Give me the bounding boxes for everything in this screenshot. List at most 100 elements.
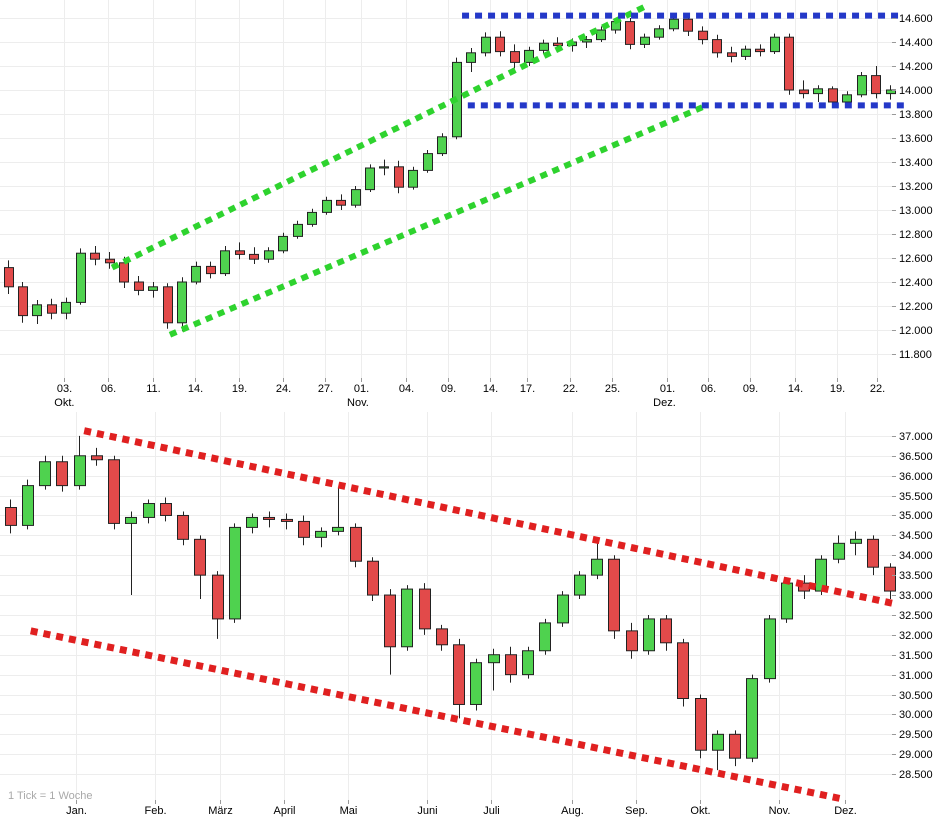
candle-down [108,459,120,524]
candle-down [47,304,57,314]
candle-up [557,594,569,624]
price-axis-label: 14.600 [899,13,933,25]
upper-candlestick-chart: 14.600 14.400 14.200 14.000 13.800 13.600 13.4… [0,0,941,412]
candle-down [626,630,638,652]
candle-down [505,654,517,676]
candle-up [220,250,230,275]
candle-down [436,628,448,646]
price-axis-label: 37.000 [899,431,933,443]
date-axis-label: 03. [57,383,72,395]
candle-up [643,618,655,652]
candle-down [263,516,275,520]
candle-down [495,36,505,53]
date-axis-label: 14. [483,383,498,395]
price-axis-label: 31.000 [899,670,933,682]
candle-up [322,199,332,213]
candle-down [4,267,14,288]
price-axis-label: 32.500 [899,610,933,622]
candle-up [191,265,201,283]
price-axis-label: 29.000 [899,749,933,761]
candle-up [488,654,500,664]
price-axis-label: 12.800 [899,229,933,241]
date-axis-label: März [208,805,232,817]
candle-down [212,574,224,620]
date-axis-label: 22. [563,383,578,395]
candle-up [177,281,187,324]
candle-down [729,733,741,759]
price-axis-label: 11.800 [899,349,932,361]
date-axis-label: 09. [743,383,758,395]
candle-down [712,39,722,54]
price-axis-label: 13.400 [899,157,933,169]
candle-up [857,75,867,96]
candle-down [281,518,293,522]
candle-down [105,258,115,264]
candle-up [351,189,361,206]
price-axis-label: 14.400 [899,37,933,49]
candle-up [640,36,650,45]
candle-up [143,503,155,518]
price-axis-label: 30.000 [899,709,933,721]
candle-up [539,622,551,652]
candle-up [423,153,433,171]
date-axis-label: April [273,805,295,817]
candle-up [781,582,793,620]
date-axis-label: Feb. [144,805,166,817]
candle-up [408,169,418,188]
candle-up [315,530,327,538]
price-axis-label: 34.500 [899,530,933,542]
date-axis-label: Aug. [561,805,584,817]
price-axis-label: 35.000 [899,510,933,522]
candle-up [246,516,258,528]
candle-up [74,455,86,487]
candle-up [582,39,592,43]
candle-up [712,733,724,751]
date-axis-label: Juli [483,805,500,817]
candle-up [833,542,845,560]
candle-down [90,252,100,260]
price-axis-label: 13.800 [899,109,933,121]
candle-down [510,51,520,63]
candle-up [401,588,413,648]
date-axis-label: 19. [232,383,247,395]
price-axis-label: 12.600 [899,253,933,265]
date-axis-label: Okt. [690,805,710,817]
price-axis-label: 33.000 [899,590,933,602]
candle-up [76,252,86,303]
price-axis-label: 12.200 [899,301,933,313]
candle-up [32,304,42,317]
candle-down [677,642,689,700]
candle-down [56,461,68,487]
candle-up [842,94,852,103]
candle-up [813,88,823,95]
candle-down [419,588,431,630]
ascending-channel-upper-line [110,2,650,271]
price-axis-label: 34.000 [899,550,933,562]
candle-up [770,36,780,53]
candle-up [466,52,476,63]
date-axis-label: Sep. [625,805,648,817]
candle-down [755,48,765,53]
date-axis-label: 25. [605,383,620,395]
date-axis-label: Juni [417,805,437,817]
month-axis-label: Dez. [653,397,676,409]
price-axis-label: 29.500 [899,729,933,741]
candle-down [828,88,838,103]
candle-up [148,286,158,291]
candle-up [524,49,534,63]
candle-down [350,526,362,562]
date-axis-label: 17. [520,383,535,395]
candle-down [727,52,737,57]
candle-down [249,253,259,260]
candle-up [125,516,137,524]
descending-channel-lower-line [29,627,843,803]
price-axis-label: 12.400 [899,277,933,289]
candle-down [553,42,563,47]
date-axis-label: 11. [146,383,160,395]
candle-up [669,18,679,30]
price-axis-label: 36.500 [899,451,933,463]
descending-channel-upper-line [83,427,896,608]
date-axis-label: 14. [188,383,203,395]
price-axis-label: 13.000 [899,205,933,217]
candle-up [437,136,447,155]
